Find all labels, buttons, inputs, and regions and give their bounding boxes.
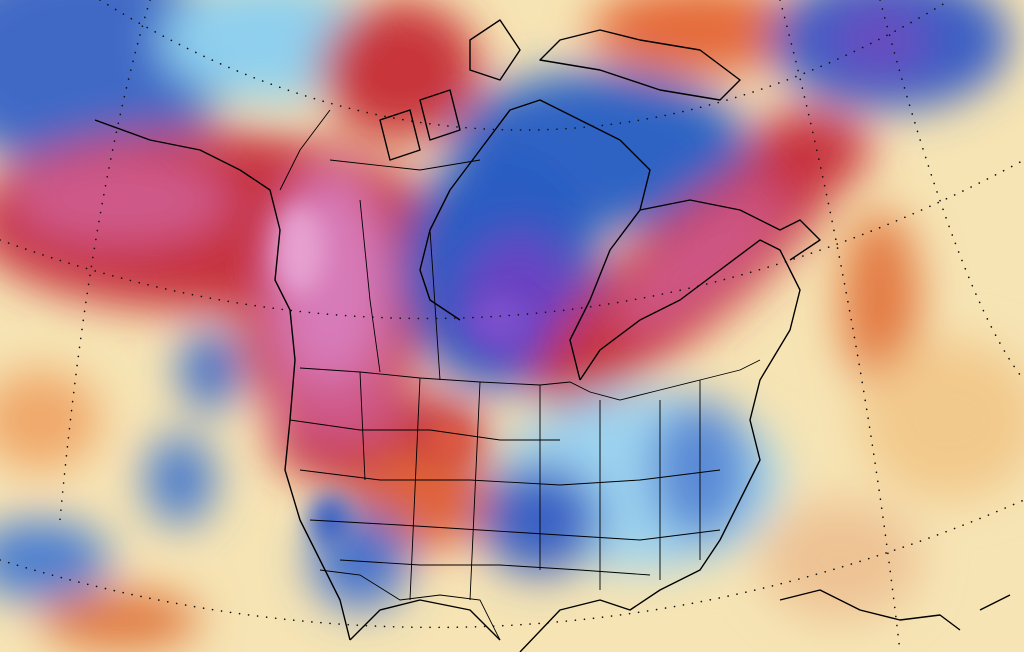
- cold-anomaly: [180, 330, 240, 410]
- warm-anomaly: [275, 205, 325, 295]
- warm-anomaly: [860, 340, 1024, 500]
- warm-anomaly: [0, 370, 100, 470]
- borders: [279, 109, 761, 641]
- warm-anomaly: [270, 170, 390, 410]
- warm-anomaly: [40, 590, 200, 650]
- coastline: [94, 119, 351, 641]
- state-border: [289, 419, 721, 576]
- cold-anomaly: [145, 435, 215, 525]
- cold-anomaly: [470, 295, 530, 345]
- country-border: [279, 109, 331, 191]
- warm-anomaly: [840, 210, 920, 390]
- cold-anomaly: [0, 520, 110, 600]
- coastline: [349, 239, 801, 652]
- warm-anomaly: [590, 0, 810, 75]
- warm-anomaly: [430, 425, 470, 455]
- island-coast: [779, 589, 1011, 631]
- warm-anomaly: [280, 375, 400, 445]
- coastline: [419, 99, 651, 381]
- warm-anomaly: [750, 110, 870, 190]
- meridian: [779, 0, 901, 652]
- warm-anomaly: [10, 155, 230, 245]
- meridian: [59, 0, 151, 521]
- anomaly-detail: [275, 205, 530, 545]
- warm-anomaly: [760, 500, 920, 620]
- coastline: [639, 199, 821, 261]
- warm-anomaly: [613, 185, 787, 335]
- coastline: [539, 29, 741, 101]
- country-border: [299, 359, 761, 401]
- island-coast: [379, 19, 521, 161]
- province-border: [329, 159, 481, 381]
- warm-anomaly: [320, 0, 480, 140]
- coastlines: [94, 19, 1011, 652]
- cold-anomaly: [830, 5, 930, 75]
- country-border: [319, 569, 501, 641]
- cold-anomaly: [310, 495, 350, 545]
- state-border: [359, 371, 701, 601]
